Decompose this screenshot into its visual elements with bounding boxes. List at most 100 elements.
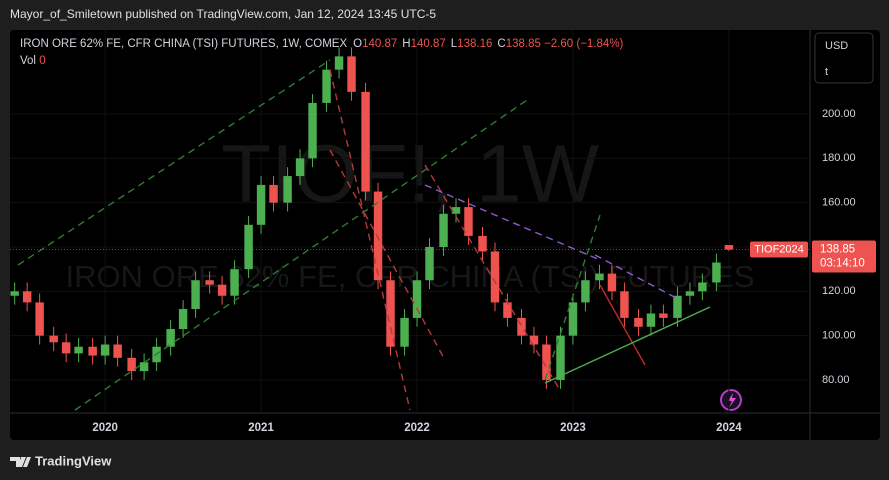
candle-body (283, 176, 292, 203)
candle-body (581, 280, 590, 303)
y-tick-label: 160.00 (822, 197, 856, 209)
last-price: 138.85 (820, 244, 855, 256)
trend-line (594, 254, 681, 301)
candle-body (607, 273, 617, 292)
candle-body (556, 335, 565, 380)
trend-line (544, 306, 711, 384)
countdown: 03:14:10 (820, 258, 865, 270)
candle-body (256, 184, 266, 225)
candle-body (439, 213, 448, 247)
watermark-symbol: TIOF!, 1W (221, 129, 600, 220)
candle-body (373, 191, 383, 281)
y-tick-label: 180.00 (822, 152, 856, 164)
candle-body (166, 328, 175, 347)
unit: t (825, 66, 828, 78)
candle-body (659, 313, 668, 318)
trend-line (424, 184, 601, 261)
currency: USD (825, 40, 848, 52)
legend-row: Vol 0 (20, 53, 623, 70)
trend-line (424, 164, 561, 391)
candle-body (673, 295, 682, 318)
grid (10, 30, 810, 413)
candle-body (88, 346, 97, 356)
legend-row: IRON ORE 62% FE, CFR CHINA (TSI) FUTURES… (20, 36, 623, 53)
candle-body (35, 302, 44, 336)
candle-body (503, 302, 512, 318)
candle-body (386, 280, 395, 347)
candle-body (646, 313, 656, 327)
candle-body (113, 344, 122, 358)
candle-body (127, 357, 136, 372)
ohlc-key: C (497, 38, 506, 50)
candle-body (230, 269, 239, 296)
candle-body (22, 291, 32, 303)
candle-body (269, 184, 278, 203)
trend-line (329, 149, 446, 361)
trend-line (544, 214, 601, 381)
last-price-box (812, 240, 876, 273)
brand: TradingView (35, 453, 112, 468)
x-tick-label: 2020 (92, 422, 118, 434)
ohlc-key: O (353, 38, 363, 50)
candle-body (698, 282, 707, 292)
candle-body (217, 284, 227, 296)
y-tick-label: 120.00 (822, 285, 856, 297)
candle-body (347, 56, 356, 92)
ohlc: O140.87 H140.87 L138.16 C138.85 (347, 38, 541, 50)
candle-body (205, 280, 214, 285)
x-tick-label: 2023 (560, 422, 586, 434)
ohlc-value: 140.87 (410, 38, 446, 50)
candle-body (361, 91, 370, 192)
ohlc-key: L (450, 38, 458, 50)
candle-body (308, 102, 317, 159)
news-icon-bolt (728, 393, 736, 408)
candle-body (425, 246, 434, 281)
candle-body (464, 207, 473, 236)
drawings (17, 59, 711, 411)
trend-line (329, 69, 411, 411)
candle-body (451, 207, 461, 214)
change: −2.60 (−1.84%) (544, 38, 624, 50)
x-tick-label: 2024 (716, 422, 742, 434)
trend-line (74, 97, 531, 411)
symbol-tag: TIOF2024 (754, 243, 804, 255)
candle-body (490, 251, 500, 303)
candle-body (568, 302, 578, 336)
candle-body (712, 262, 721, 283)
candle-body (334, 56, 344, 70)
candle-body (100, 344, 110, 356)
candle-body (529, 335, 539, 345)
x-tick-label: 2022 (404, 422, 430, 434)
candle-body (634, 317, 643, 327)
watermark-description: IRON ORE 62% FE, CFR CHINA (TSI) FUTURES (66, 259, 755, 294)
trend-line (17, 59, 331, 266)
candle-body (10, 291, 19, 296)
candle-body (244, 224, 253, 270)
candle-body (178, 309, 188, 329)
candle-body (74, 346, 83, 354)
candle-body (191, 280, 200, 310)
ohlc-value: 138.16 (457, 38, 493, 50)
y-tick-label: 80.00 (822, 374, 850, 386)
legend-title: IRON ORE 62% FE, CFR CHINA (TSI) FUTURES… (20, 38, 348, 50)
x-tick-label: 2021 (248, 422, 274, 434)
legend: IRON ORE 62% FE, CFR CHINA (TSI) FUTURES… (20, 36, 623, 70)
candle-body (478, 235, 487, 252)
candle-body (49, 335, 58, 343)
trend-line (599, 284, 646, 366)
ohlc-value: 138.85 (505, 38, 541, 50)
candle-body (400, 317, 409, 347)
candle-body (295, 158, 305, 177)
candle-body (517, 317, 526, 336)
candle-body (724, 245, 734, 250)
candle-body (412, 280, 422, 318)
y-tick-label: 200.00 (822, 108, 856, 120)
candle-body (139, 362, 149, 372)
symbol-tag-box (750, 241, 808, 258)
y-tick-label: 100.00 (822, 330, 856, 342)
currency-box[interactable] (814, 32, 874, 84)
candle-body (595, 273, 604, 281)
candle-body (620, 291, 629, 318)
